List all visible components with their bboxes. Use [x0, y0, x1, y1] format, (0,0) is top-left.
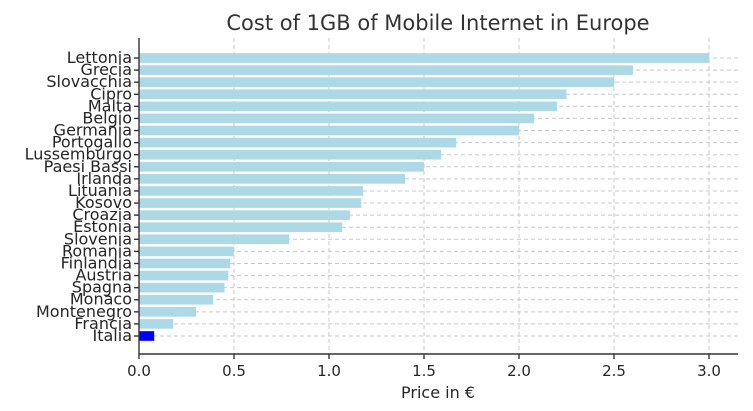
bar-lettonia [139, 53, 709, 63]
bar-lituania [139, 186, 364, 196]
y-tick-label: Croazia [72, 205, 132, 224]
y-tick-label: Estonia [73, 217, 132, 236]
bar-paesi-bassi [139, 161, 424, 172]
bar-portogallo [139, 137, 457, 148]
y-tick-label: Italia [93, 326, 133, 345]
y-tick-label: Cipro [90, 84, 132, 103]
bar-malta [139, 101, 557, 112]
bar-croazia [139, 210, 350, 220]
bar-italia [139, 331, 155, 341]
bars [139, 53, 709, 341]
y-tick-label: Spagna [72, 278, 132, 297]
bar-austria [139, 270, 229, 281]
y-tick-label: Germania [54, 121, 132, 140]
x-axis-label: Price in € [401, 383, 475, 402]
bar-germania [139, 125, 519, 136]
bar-estonia [139, 222, 343, 233]
y-tick-label: Kosovo [75, 193, 132, 212]
bar-grecia [139, 65, 633, 75]
y-tick-label: Slovenia [64, 229, 132, 248]
bar-kosovo [139, 198, 362, 208]
x-tick-label: 2.0 [507, 362, 531, 380]
y-tick-label: Irlanda [76, 169, 132, 188]
chart-title: Cost of 1GB of Mobile Internet in Europe [226, 11, 649, 35]
y-tick-label: Romania [62, 241, 132, 260]
y-tick-label: Lussemburgo [25, 145, 132, 164]
bar-montenegro [139, 306, 196, 317]
x-tick-label: 3.0 [697, 362, 721, 380]
y-tick-label: Francia [74, 314, 132, 333]
bar-romania [139, 246, 234, 257]
y-tick-label: Belgio [82, 108, 132, 127]
bar-finlandia [139, 258, 231, 269]
bar-monaco [139, 294, 214, 305]
x-tick-label: 1.0 [317, 362, 341, 380]
bar-irlanda [139, 174, 405, 184]
bar-cipro [139, 89, 567, 100]
y-axis-ticks: LettoniaGreciaSlovacchiaCiproMaltaBelgio… [25, 48, 139, 345]
bar-lussemburgo [139, 149, 442, 160]
x-tick-label: 0.5 [222, 362, 246, 380]
y-tick-label: Paesi Bassi [44, 157, 132, 176]
x-tick-label: 2.5 [602, 362, 626, 380]
y-tick-label: Montenegro [36, 302, 132, 321]
x-tick-label: 0.0 [127, 362, 151, 380]
y-tick-label: Portogallo [52, 133, 132, 152]
axes-spines [138, 38, 738, 355]
bar-spagna [139, 282, 225, 293]
y-tick-label: Lituania [68, 181, 132, 200]
bar-slovacchia [139, 77, 614, 88]
y-tick-label: Lettonia [67, 48, 132, 67]
x-axis-ticks: 0.0 0.5 1.0 1.5 2.0 2.5 3.0 [127, 354, 721, 380]
y-tick-label: Slovacchia [46, 72, 132, 91]
y-tick-label: Austria [75, 266, 132, 285]
x-tick-label: 1.5 [412, 362, 436, 380]
y-tick-label: Malta [88, 96, 132, 115]
y-tick-label: Finlandia [61, 253, 132, 272]
y-tick-label: Grecia [80, 60, 132, 79]
bar-francia [139, 319, 174, 329]
bar-slovenia [139, 234, 290, 245]
y-tick-label: Monaco [70, 290, 132, 309]
bar-belgio [139, 113, 535, 124]
